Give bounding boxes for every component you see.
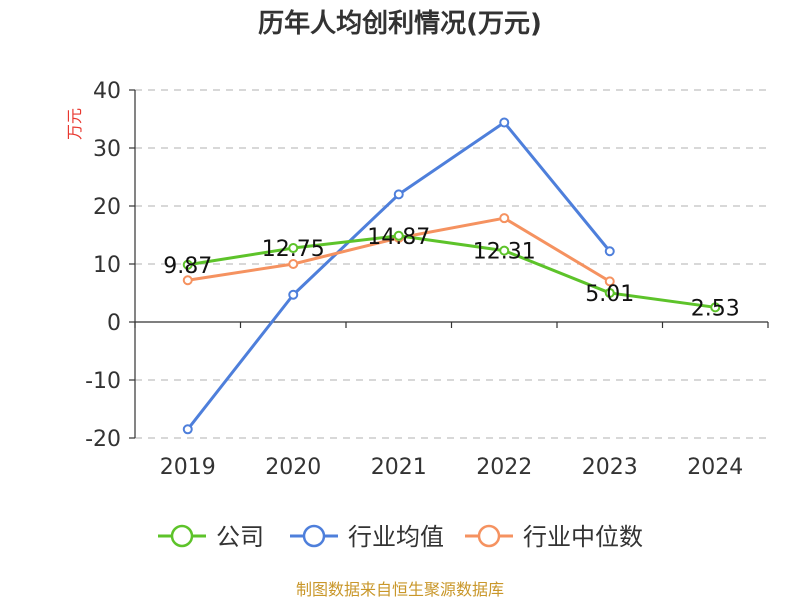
legend-label: 行业均值 <box>348 523 444 551</box>
source-note: 制图数据来自恒生聚源数据库 <box>296 580 504 599</box>
data-label: 2.53 <box>691 296 740 321</box>
data-point <box>288 243 299 254</box>
x-tick-label: 2021 <box>371 455 427 480</box>
data-point <box>182 275 193 286</box>
chart-title: 历年人均创利情况(万元) <box>258 8 542 39</box>
y-tick-label: -20 <box>85 427 121 452</box>
data-point <box>499 117 510 128</box>
legend-label: 行业中位数 <box>523 523 643 551</box>
x-tick-label: 2023 <box>582 455 638 480</box>
data-point <box>710 302 721 313</box>
legend-marker <box>477 524 501 548</box>
x-tick-label: 2020 <box>265 455 321 480</box>
series-line-1 <box>187 234 716 309</box>
data-label: 9.87 <box>163 254 212 279</box>
legend[interactable]: 公司 行业均值 行业中位数 <box>158 523 643 551</box>
y-tick-label: 0 <box>107 311 121 336</box>
data-labels: 9.87 12.75 14.87 12.31 5.01 2.53 <box>163 225 739 322</box>
y-tick-label: -10 <box>85 369 121 394</box>
y-axis-label: 万元 <box>65 108 84 140</box>
series-layer <box>182 117 721 435</box>
data-label: 12.75 <box>262 237 325 262</box>
data-point <box>604 276 615 287</box>
x-tick-label: 2022 <box>476 455 532 480</box>
gridlines <box>135 89 768 439</box>
data-point <box>604 287 615 298</box>
data-point <box>393 230 404 241</box>
data-point <box>288 259 299 269</box>
legend-marker <box>170 524 194 548</box>
data-point <box>499 213 510 224</box>
x-tick-label: 2024 <box>687 455 743 480</box>
legend-item-2[interactable]: 行业均值 <box>290 523 444 551</box>
y-tick-label: 30 <box>93 137 121 162</box>
data-label: 12.31 <box>473 240 536 265</box>
y-tick-label: 20 <box>93 195 121 220</box>
legend-item-3[interactable]: 行业中位数 <box>465 523 643 551</box>
data-point <box>182 424 193 435</box>
data-point <box>393 189 404 200</box>
x-tick-label: 2019 <box>160 455 216 480</box>
series-line-2 <box>186 120 611 431</box>
legend-label: 公司 <box>216 523 264 551</box>
data-label: 5.01 <box>585 282 634 307</box>
y-tick-label: 40 <box>93 79 121 104</box>
axes: -20 -10 0 10 20 30 40 2019 2020 2021 2022 2023 2024 <box>85 79 769 480</box>
data-label: 14.87 <box>367 225 430 250</box>
legend-marker <box>302 524 326 548</box>
data-point <box>604 246 615 257</box>
legend-item-1[interactable]: 公司 <box>158 523 264 551</box>
data-point <box>499 245 510 256</box>
data-point <box>288 289 299 300</box>
y-tick-label: 10 <box>93 253 121 278</box>
data-point <box>182 259 193 270</box>
